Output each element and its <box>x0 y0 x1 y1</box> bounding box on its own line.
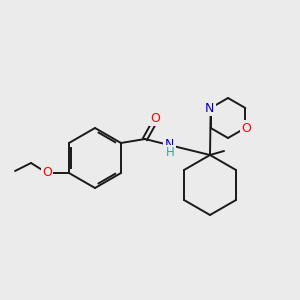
Text: O: O <box>242 122 251 134</box>
Text: O: O <box>150 112 160 124</box>
Text: N: N <box>164 137 174 151</box>
Text: H: H <box>166 146 174 160</box>
Text: O: O <box>42 167 52 179</box>
Text: N: N <box>205 101 214 115</box>
